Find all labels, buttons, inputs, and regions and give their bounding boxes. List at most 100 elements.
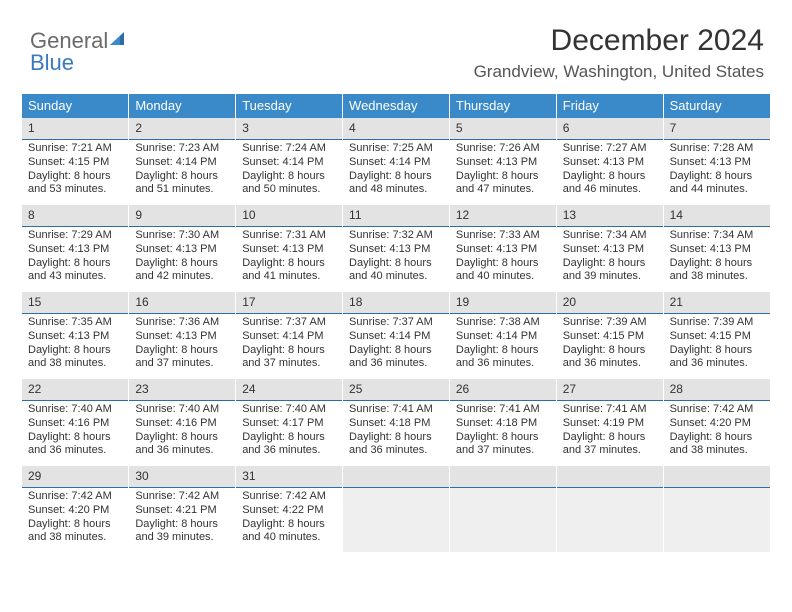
sunrise-text: Sunrise: 7:34 AM [563,229,657,243]
day-cell [343,466,450,553]
day-cell: 27Sunrise: 7:41 AMSunset: 4:19 PMDayligh… [556,379,663,466]
day-body: Sunrise: 7:41 AMSunset: 4:19 PMDaylight:… [557,401,663,466]
daylight-text: Daylight: 8 hours and 51 minutes. [135,170,229,198]
day-cell: 14Sunrise: 7:34 AMSunset: 4:13 PMDayligh… [663,205,770,292]
daylight-text: Daylight: 8 hours and 43 minutes. [28,257,122,285]
sunset-text: Sunset: 4:22 PM [242,504,336,518]
sunrise-text: Sunrise: 7:41 AM [349,403,443,417]
day-cell [449,466,556,553]
daylight-text: Daylight: 8 hours and 38 minutes. [28,518,122,546]
sunset-text: Sunset: 4:18 PM [349,417,443,431]
day-body: Sunrise: 7:37 AMSunset: 4:14 PMDaylight:… [343,314,449,379]
day-number-bar: 8 [22,205,128,227]
day-body: Sunrise: 7:36 AMSunset: 4:13 PMDaylight:… [129,314,235,379]
day-number-bar [343,466,449,488]
day-number-bar: 16 [129,292,235,314]
day-number-bar: 13 [557,205,663,227]
day-cell: 30Sunrise: 7:42 AMSunset: 4:21 PMDayligh… [129,466,236,553]
sunset-text: Sunset: 4:18 PM [456,417,550,431]
day-number-bar: 14 [664,205,770,227]
day-number-bar: 2 [129,118,235,140]
sunrise-text: Sunrise: 7:29 AM [28,229,122,243]
day-header: Wednesday [343,94,450,118]
sunset-text: Sunset: 4:13 PM [456,156,550,170]
day-body: Sunrise: 7:40 AMSunset: 4:16 PMDaylight:… [129,401,235,466]
sunset-text: Sunset: 4:21 PM [135,504,229,518]
day-body: Sunrise: 7:42 AMSunset: 4:20 PMDaylight:… [664,401,770,466]
day-cell: 6Sunrise: 7:27 AMSunset: 4:13 PMDaylight… [556,118,663,205]
sunset-text: Sunset: 4:17 PM [242,417,336,431]
sunset-text: Sunset: 4:13 PM [135,243,229,257]
sunset-text: Sunset: 4:15 PM [670,330,764,344]
calendar-table: SundayMondayTuesdayWednesdayThursdayFrid… [22,94,770,553]
sunset-text: Sunset: 4:13 PM [563,243,657,257]
day-body: Sunrise: 7:27 AMSunset: 4:13 PMDaylight:… [557,140,663,205]
daylight-text: Daylight: 8 hours and 36 minutes. [135,431,229,459]
day-number-bar: 29 [22,466,128,488]
day-cell: 19Sunrise: 7:38 AMSunset: 4:14 PMDayligh… [449,292,556,379]
sunrise-text: Sunrise: 7:23 AM [135,142,229,156]
daylight-text: Daylight: 8 hours and 41 minutes. [242,257,336,285]
sunset-text: Sunset: 4:20 PM [28,504,122,518]
sunset-text: Sunset: 4:13 PM [349,243,443,257]
sunrise-text: Sunrise: 7:21 AM [28,142,122,156]
week-row: 29Sunrise: 7:42 AMSunset: 4:20 PMDayligh… [22,466,770,553]
daylight-text: Daylight: 8 hours and 53 minutes. [28,170,122,198]
sunset-text: Sunset: 4:13 PM [670,243,764,257]
sunrise-text: Sunrise: 7:40 AM [135,403,229,417]
day-body: Sunrise: 7:38 AMSunset: 4:14 PMDaylight:… [450,314,556,379]
day-cell: 15Sunrise: 7:35 AMSunset: 4:13 PMDayligh… [22,292,129,379]
sunrise-text: Sunrise: 7:42 AM [242,490,336,504]
logo-text-2: Blue [30,50,74,75]
sunrise-text: Sunrise: 7:33 AM [456,229,550,243]
sunrise-text: Sunrise: 7:31 AM [242,229,336,243]
daylight-text: Daylight: 8 hours and 36 minutes. [349,431,443,459]
sunset-text: Sunset: 4:13 PM [242,243,336,257]
day-number-bar: 27 [557,379,663,401]
day-body [343,488,449,552]
day-cell [663,466,770,553]
daylight-text: Daylight: 8 hours and 38 minutes. [670,431,764,459]
day-cell: 2Sunrise: 7:23 AMSunset: 4:14 PMDaylight… [129,118,236,205]
day-number-bar: 9 [129,205,235,227]
day-body: Sunrise: 7:42 AMSunset: 4:20 PMDaylight:… [22,488,128,553]
day-body [450,488,556,552]
day-header: Friday [556,94,663,118]
daylight-text: Daylight: 8 hours and 36 minutes. [456,344,550,372]
day-number-bar: 11 [343,205,449,227]
location: Grandview, Washington, United States [22,62,764,82]
day-number-bar: 1 [22,118,128,140]
day-body: Sunrise: 7:32 AMSunset: 4:13 PMDaylight:… [343,227,449,292]
day-number-bar: 17 [236,292,342,314]
day-number-bar: 28 [664,379,770,401]
day-header: Thursday [449,94,556,118]
sunrise-text: Sunrise: 7:41 AM [456,403,550,417]
daylight-text: Daylight: 8 hours and 40 minutes. [242,518,336,546]
daylight-text: Daylight: 8 hours and 44 minutes. [670,170,764,198]
day-cell: 17Sunrise: 7:37 AMSunset: 4:14 PMDayligh… [236,292,343,379]
day-number-bar: 6 [557,118,663,140]
day-body: Sunrise: 7:40 AMSunset: 4:16 PMDaylight:… [22,401,128,466]
sunrise-text: Sunrise: 7:35 AM [28,316,122,330]
daylight-text: Daylight: 8 hours and 36 minutes. [349,344,443,372]
day-number-bar: 10 [236,205,342,227]
daylight-text: Daylight: 8 hours and 37 minutes. [456,431,550,459]
sunrise-text: Sunrise: 7:39 AM [563,316,657,330]
day-number-bar: 22 [22,379,128,401]
week-row: 22Sunrise: 7:40 AMSunset: 4:16 PMDayligh… [22,379,770,466]
day-number-bar: 26 [450,379,556,401]
sunset-text: Sunset: 4:13 PM [456,243,550,257]
day-header: Saturday [663,94,770,118]
daylight-text: Daylight: 8 hours and 36 minutes. [242,431,336,459]
sunset-text: Sunset: 4:15 PM [563,330,657,344]
daylight-text: Daylight: 8 hours and 42 minutes. [135,257,229,285]
day-cell: 8Sunrise: 7:29 AMSunset: 4:13 PMDaylight… [22,205,129,292]
daylight-text: Daylight: 8 hours and 48 minutes. [349,170,443,198]
day-cell: 23Sunrise: 7:40 AMSunset: 4:16 PMDayligh… [129,379,236,466]
day-cell: 22Sunrise: 7:40 AMSunset: 4:16 PMDayligh… [22,379,129,466]
daylight-text: Daylight: 8 hours and 38 minutes. [28,344,122,372]
sunrise-text: Sunrise: 7:28 AM [670,142,764,156]
day-number-bar: 24 [236,379,342,401]
day-cell: 1Sunrise: 7:21 AMSunset: 4:15 PMDaylight… [22,118,129,205]
daylight-text: Daylight: 8 hours and 40 minutes. [456,257,550,285]
